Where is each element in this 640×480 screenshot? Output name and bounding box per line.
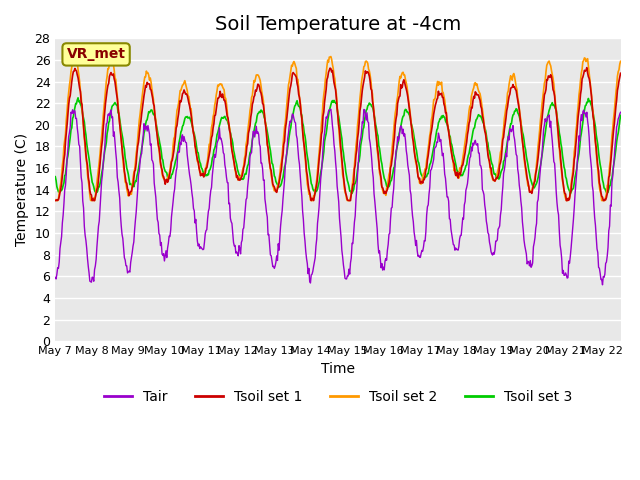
Title: Soil Temperature at -4cm: Soil Temperature at -4cm — [215, 15, 461, 34]
Text: VR_met: VR_met — [67, 48, 125, 61]
Legend: Tair, Tsoil set 1, Tsoil set 2, Tsoil set 3: Tair, Tsoil set 1, Tsoil set 2, Tsoil se… — [98, 385, 578, 410]
Y-axis label: Temperature (C): Temperature (C) — [15, 133, 29, 246]
X-axis label: Time: Time — [321, 361, 355, 375]
